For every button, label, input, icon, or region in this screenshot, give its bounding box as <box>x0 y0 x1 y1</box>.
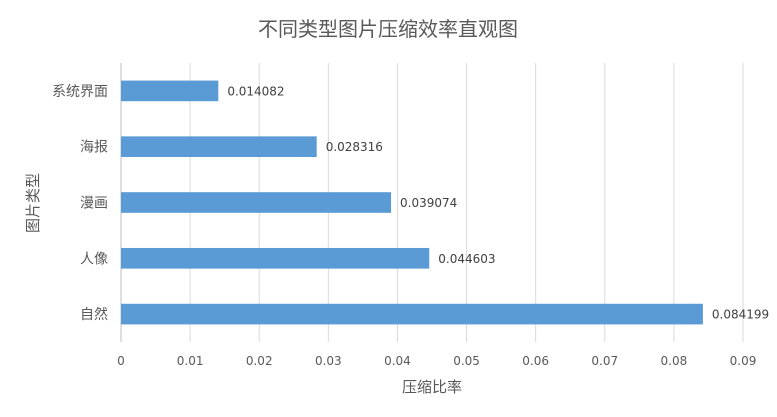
x-tick-label: 0 <box>117 354 125 368</box>
x-tick-label: 0.08 <box>661 354 688 368</box>
x-tick-labels: 0 0.01 0.02 0.03 0.04 0.05 0.06 0.07 0.08 0.09 <box>117 354 756 368</box>
x-tick-label: 0.09 <box>730 354 757 368</box>
gridlines <box>120 63 744 342</box>
data-label: 0.039074 <box>400 196 457 210</box>
bar <box>121 303 703 325</box>
category-label: 人像 <box>80 251 108 267</box>
data-labels: 0.014082 0.028316 0.039074 0.044603 0.084199 <box>227 84 769 321</box>
bar <box>121 80 219 102</box>
bars <box>121 80 703 325</box>
bar <box>121 192 392 213</box>
x-tick-label: 0.04 <box>384 354 411 368</box>
x-axis-title: 压缩比率 <box>402 378 462 396</box>
x-tick-label: 0.06 <box>522 354 549 368</box>
x-tick-label: 0.05 <box>453 354 480 368</box>
chart-title: 不同类型图片压缩效率直观图 <box>258 17 518 41</box>
category-label: 漫画 <box>80 196 108 212</box>
data-label: 0.028316 <box>326 140 383 154</box>
y-axis-title: 图片类型 <box>24 173 42 233</box>
category-label: 自然 <box>80 306 108 323</box>
category-label: 系统界面 <box>52 84 108 100</box>
data-label: 0.084199 <box>712 308 769 322</box>
x-tick-label: 0.01 <box>177 354 204 368</box>
data-label: 0.044603 <box>438 252 495 266</box>
category-label: 海报 <box>80 140 108 156</box>
bar <box>121 247 430 269</box>
x-tick-label: 0.07 <box>591 354 618 368</box>
bar <box>121 136 317 158</box>
x-tick-label: 0.02 <box>246 354 273 368</box>
data-label: 0.014082 <box>227 84 284 98</box>
x-tick-label: 0.03 <box>315 354 342 368</box>
